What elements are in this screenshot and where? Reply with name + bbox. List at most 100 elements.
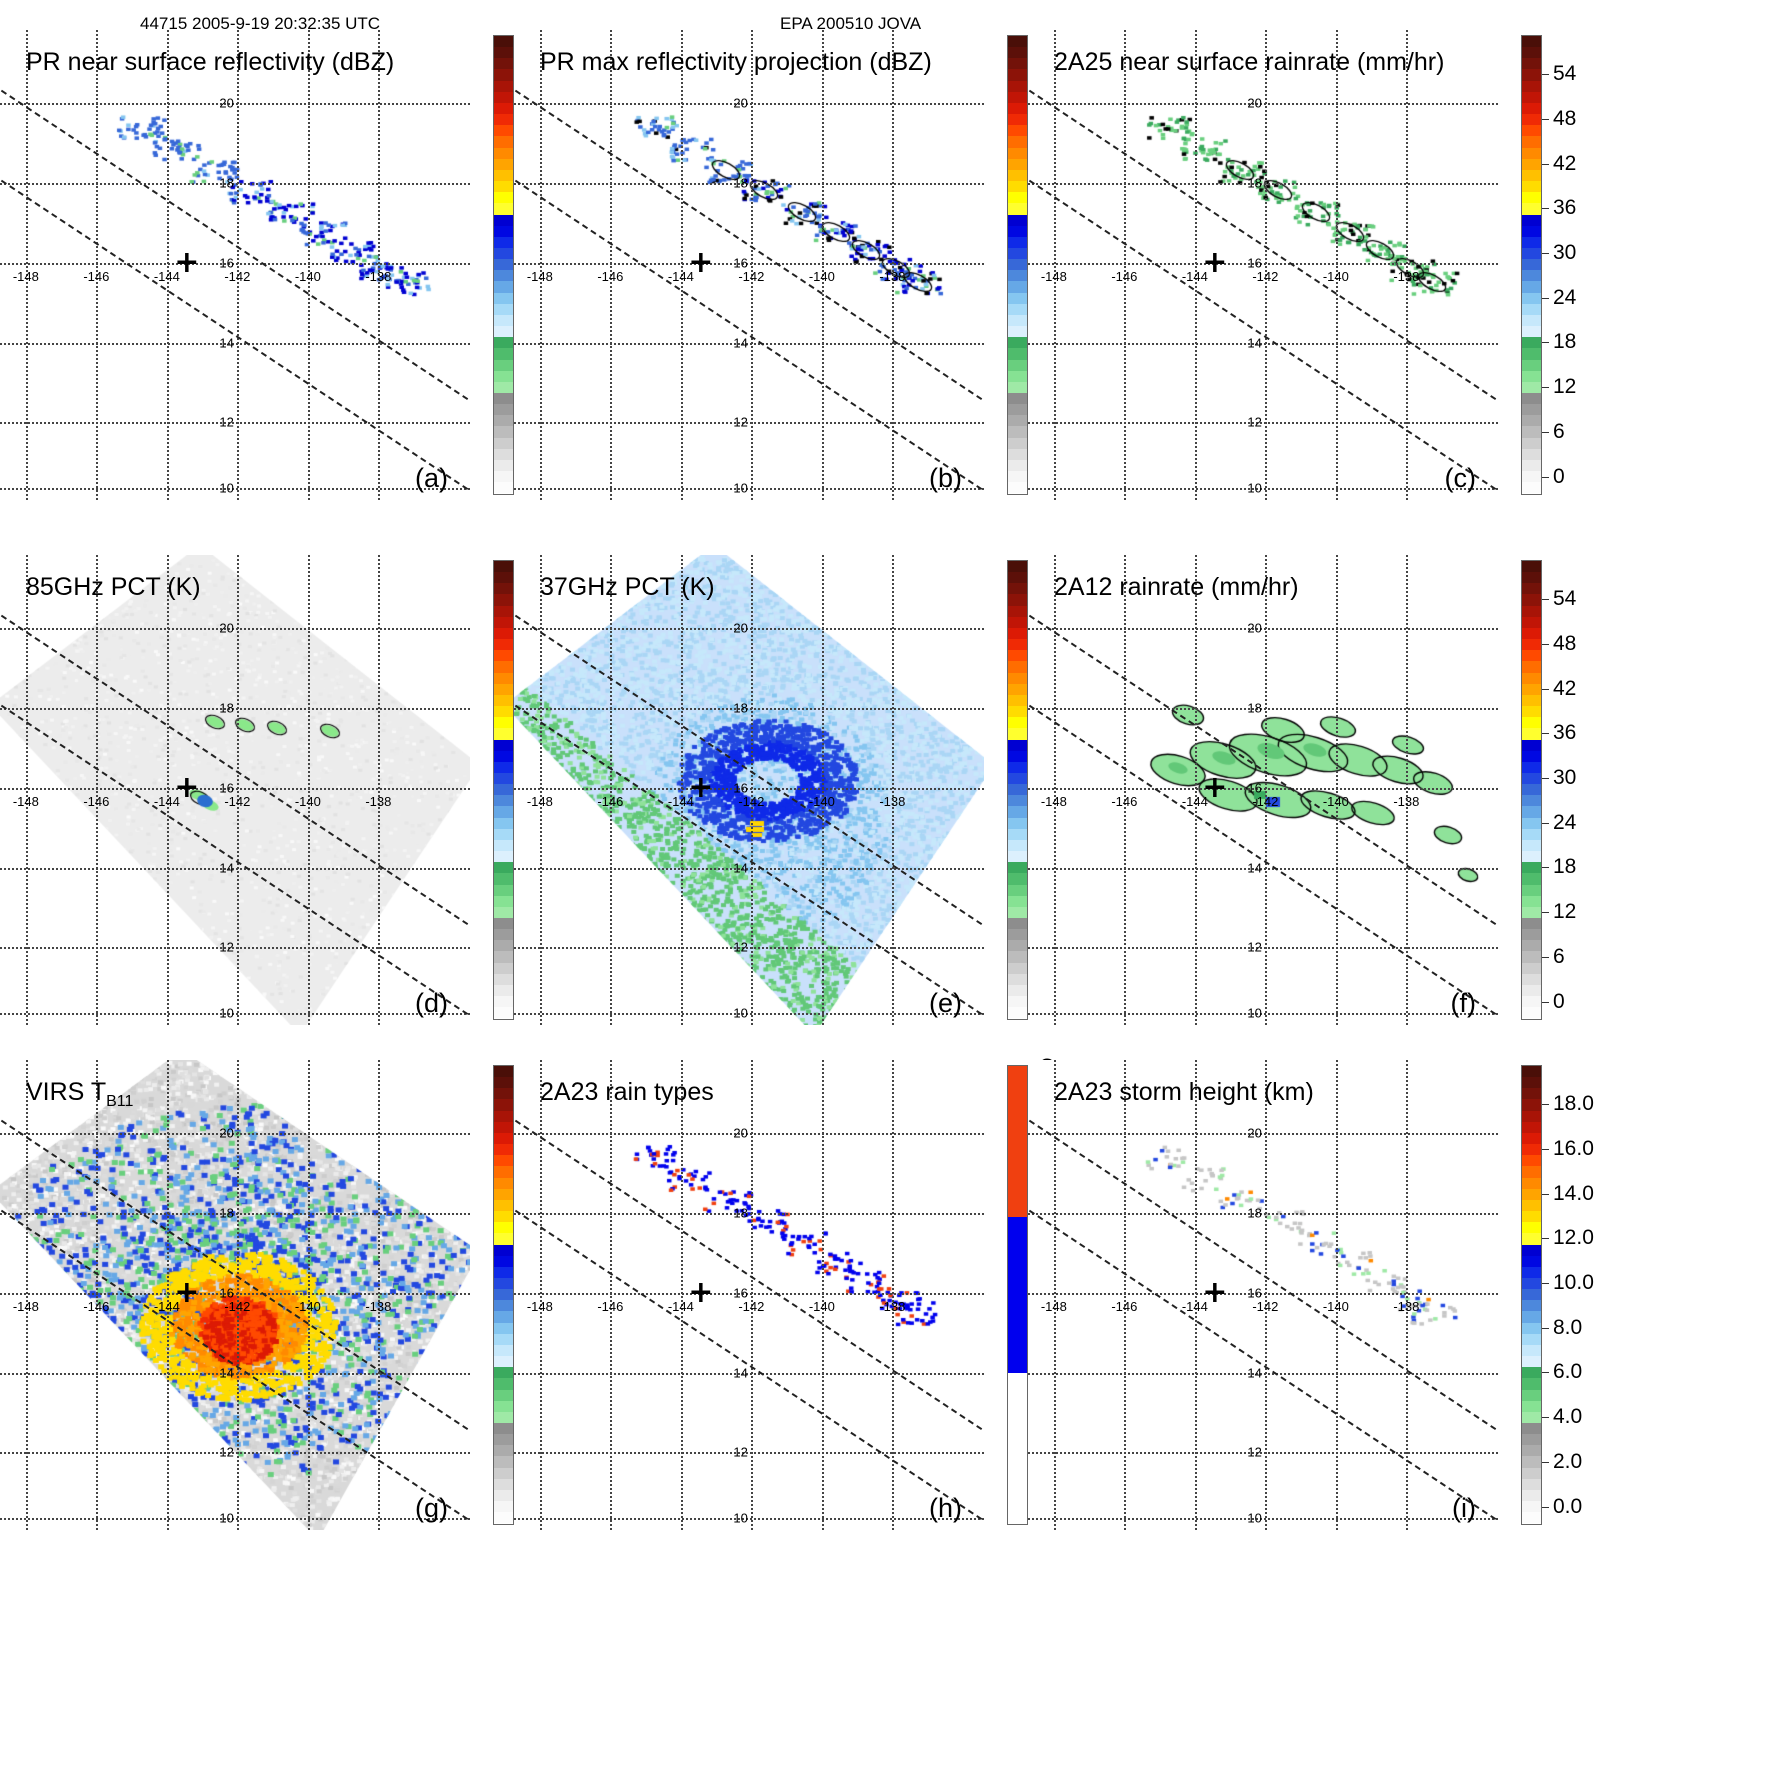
- x-tick-label: -142: [738, 1298, 765, 1314]
- x-tick-label: -138: [365, 268, 392, 284]
- colorbar-band: [1008, 482, 1027, 494]
- colorbar-band: [494, 1144, 513, 1156]
- colorbar-tick: [1542, 208, 1549, 210]
- colorbar-band: [1522, 1322, 1541, 1334]
- colorbar-band: [1008, 951, 1027, 963]
- colorbar-band: [1008, 1372, 1027, 1524]
- colorbar-band: [494, 437, 513, 449]
- gridline-horizontal: [514, 787, 984, 790]
- colorbar-band: [1008, 114, 1027, 126]
- gridline-horizontal: [0, 707, 470, 710]
- panel-e: -148 -146 -144 -142 -140 -138 20 18 16 14 12 10 +37G…: [514, 555, 984, 1025]
- colorbar-tick: [1542, 733, 1549, 735]
- panel-title-text: PR near surface reflectivity (dBZ): [26, 48, 395, 76]
- colorbar-label: 4.0: [1553, 1405, 1583, 1429]
- colorbar-tick: [1542, 1148, 1549, 1150]
- gridline-horizontal: [0, 1132, 470, 1135]
- colorbar-band: [1008, 862, 1027, 874]
- colorbar-tick: [1542, 431, 1549, 433]
- gridline-horizontal: [514, 1518, 984, 1521]
- y-tick-label: 12: [733, 939, 748, 955]
- colorbar-band: [1522, 906, 1541, 918]
- colorbar-band: [1522, 951, 1541, 963]
- gridline-horizontal: [0, 422, 470, 425]
- gridline-vertical: [610, 1060, 613, 1530]
- y-tick-label: 18: [219, 175, 234, 191]
- x-tick-label: -142: [738, 268, 765, 284]
- y-tick-label: 16: [1247, 255, 1262, 271]
- plot-area-h[interactable]: -148 -146 -144 -142 -140 -138 20 18 16 14 12 10 +2A2…: [514, 1060, 984, 1530]
- plot-area-a[interactable]: -148 -146 -144 -142 -140 -138 20 18 16 14 12 10 + PR …: [0, 30, 470, 500]
- plot-area-f[interactable]: -148 -146 -144 -142 -140 -138 20 18 16 14 12 10 +2A1…: [1028, 555, 1498, 1025]
- gridline-horizontal: [1028, 1452, 1498, 1455]
- colorbar-label: 0: [1553, 989, 1565, 1013]
- colorbar-band: [1522, 80, 1541, 92]
- colorbar-tick: [1542, 643, 1549, 645]
- y-tick-label: 14: [219, 335, 234, 351]
- colorbar-band: [494, 281, 513, 293]
- y-tick-label: 16: [219, 780, 234, 796]
- colorbar-band: [1008, 348, 1027, 360]
- panel-label-g: (g): [415, 1493, 448, 1523]
- gridline-horizontal: [514, 867, 984, 870]
- gridline-vertical: [25, 555, 28, 1025]
- colorbar-band: [1522, 181, 1541, 193]
- y-tick-label: 20: [733, 620, 748, 636]
- colorbar-band: [1522, 1088, 1541, 1100]
- y-tick-label: 14: [733, 1365, 748, 1381]
- colorbar-band: [494, 996, 513, 1008]
- colorbar-band: [1522, 58, 1541, 70]
- colorbar-band: [1008, 873, 1027, 885]
- colorbar-band: [1008, 281, 1027, 293]
- y-tick-label: 14: [1247, 335, 1262, 351]
- panel-title-text: 37GHz PCT (K): [540, 573, 715, 601]
- colorbar-band: [1008, 627, 1027, 640]
- gridline-horizontal: [1028, 1013, 1498, 1016]
- colorbar-band: [494, 605, 513, 617]
- colorbar-band: [494, 1445, 513, 1457]
- colorbar-band: [494, 940, 513, 952]
- colorbar-band: [1522, 281, 1541, 293]
- x-tick-label: -138: [879, 793, 906, 809]
- colorbar-band: [1522, 1099, 1541, 1111]
- y-tick-label: 16: [733, 780, 748, 796]
- colorbar-band: [494, 192, 513, 204]
- colorbar-gradient-c: [1521, 35, 1542, 495]
- x-tick-label: -138: [1393, 268, 1420, 284]
- gridline-horizontal: [1028, 182, 1498, 185]
- gridline-vertical: [237, 30, 240, 500]
- colorbar-band: [494, 292, 513, 304]
- x-tick-label: -140: [294, 268, 321, 284]
- plot-area-d[interactable]: -148 -146 -144 -142 -140 -138 20 18 16 14 12 10 +85G…: [0, 555, 470, 1025]
- plot-area-b[interactable]: -148 -146 -144 -142 -140 -138 20 18 16 14 12 10 + PR …: [514, 30, 984, 500]
- y-tick-label: 18: [1247, 175, 1262, 191]
- gridline-horizontal: [1028, 1212, 1498, 1215]
- colorbar-band: [1008, 672, 1027, 684]
- colorbar-band: [1008, 996, 1027, 1008]
- colorbar-band: [494, 1311, 513, 1323]
- colorbar-band: [494, 459, 513, 472]
- colorbar-band: [1522, 437, 1541, 449]
- gridline-vertical: [96, 30, 99, 500]
- y-tick-label: 18: [733, 700, 748, 716]
- y-tick-label: 20: [219, 1125, 234, 1141]
- y-tick-label: 18: [219, 1205, 234, 1221]
- colorbar-band: [494, 1456, 513, 1468]
- x-tick-label: -148: [1040, 1298, 1067, 1314]
- plot-area-g[interactable]: -148 -146 -144 -142 -140 -138 20 18 16 14 12 10 + VIR…: [0, 1060, 470, 1530]
- colorbar-band: [1522, 415, 1541, 427]
- colorbar-label: 30: [1553, 240, 1577, 264]
- y-tick-label: 16: [733, 1285, 748, 1301]
- colorbar-band: [1522, 996, 1541, 1008]
- gridline-vertical: [821, 1060, 824, 1530]
- plot-area-c[interactable]: -148 -146 -144 -142 -140 -138 20 18 16 14 12 10 +2A2…: [1028, 30, 1498, 500]
- colorbar-band: [494, 706, 513, 718]
- colorbar-tick: [1542, 1372, 1549, 1374]
- plot-area-i[interactable]: -148 -146 -144 -142 -140 -138 20 18 16 14 12 10 +2A2…: [1028, 1060, 1498, 1530]
- plot-area-e[interactable]: -148 -146 -144 -142 -140 -138 20 18 16 14 12 10 +37G…: [514, 555, 984, 1025]
- colorbar-band: [1522, 1389, 1541, 1401]
- colorbar-band: [1008, 828, 1027, 840]
- colorbar-band: [494, 1411, 513, 1423]
- gridline-horizontal: [0, 1292, 470, 1295]
- colorbar-band: [1522, 1344, 1541, 1357]
